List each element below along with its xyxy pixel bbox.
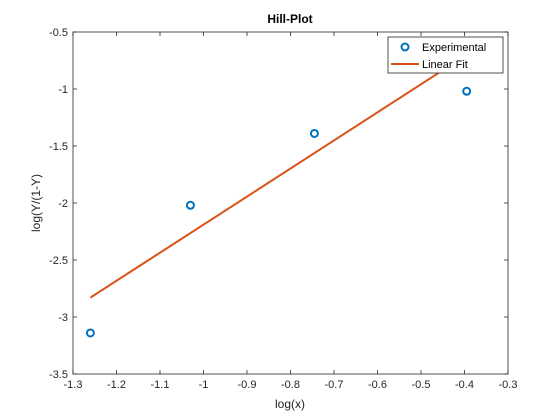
legend-linear-fit-label: Linear Fit: [422, 59, 468, 71]
experimental-data-point: [309, 128, 319, 138]
y-tick-label: -0.5: [49, 27, 68, 39]
x-tick-label: -0.5: [412, 379, 431, 391]
x-tick-label: -1.3: [64, 379, 83, 391]
experimental-data-point: [185, 200, 195, 210]
y-axis-ticks: -3.5 -3 -2.5 -2 -1.5 -1 -0.5: [49, 27, 508, 381]
y-tick-label: -1: [58, 84, 68, 96]
linear-fit-line: [89, 53, 468, 299]
y-tick-label: -1.5: [49, 141, 68, 153]
y-tick-label: -3: [58, 312, 68, 324]
y-tick-label: -3.5: [49, 369, 68, 381]
experimental-data-point: [462, 86, 472, 96]
experimental-data-point: [85, 328, 95, 338]
y-axis-label: log(Y/(1-Y): [29, 174, 43, 232]
x-tick-label: -1.2: [107, 379, 126, 391]
y-tick-label: -2.5: [49, 255, 68, 267]
x-tick-label: -1.1: [151, 379, 170, 391]
x-tick-label: -0.9: [238, 379, 257, 391]
legend-box: [387, 36, 504, 74]
legend-experimental-label: Experimental: [422, 42, 486, 54]
x-tick-label: -1: [199, 379, 209, 391]
x-axis-ticks: -1.3 -1.2 -1.1 -1 -0.9 -0.8 -0.7 -0.6 -0.5 -0.4 -0…: [64, 32, 518, 391]
x-tick-label: -0.3: [499, 379, 518, 391]
y-tick-label: -2: [58, 198, 68, 210]
x-tick-label: -0.4: [455, 379, 474, 391]
chart-title: Hill-Plot: [267, 12, 312, 26]
legend-experimental-marker: [400, 42, 410, 52]
plot-marks: [85, 53, 472, 338]
x-axis-label: log(x): [275, 397, 305, 411]
x-tick-label: -0.8: [281, 379, 300, 391]
axes-background: [73, 32, 508, 374]
legend: Experimental Linear Fit: [387, 36, 504, 74]
x-tick-label: -0.6: [368, 379, 387, 391]
x-tick-label: -0.7: [325, 379, 344, 391]
